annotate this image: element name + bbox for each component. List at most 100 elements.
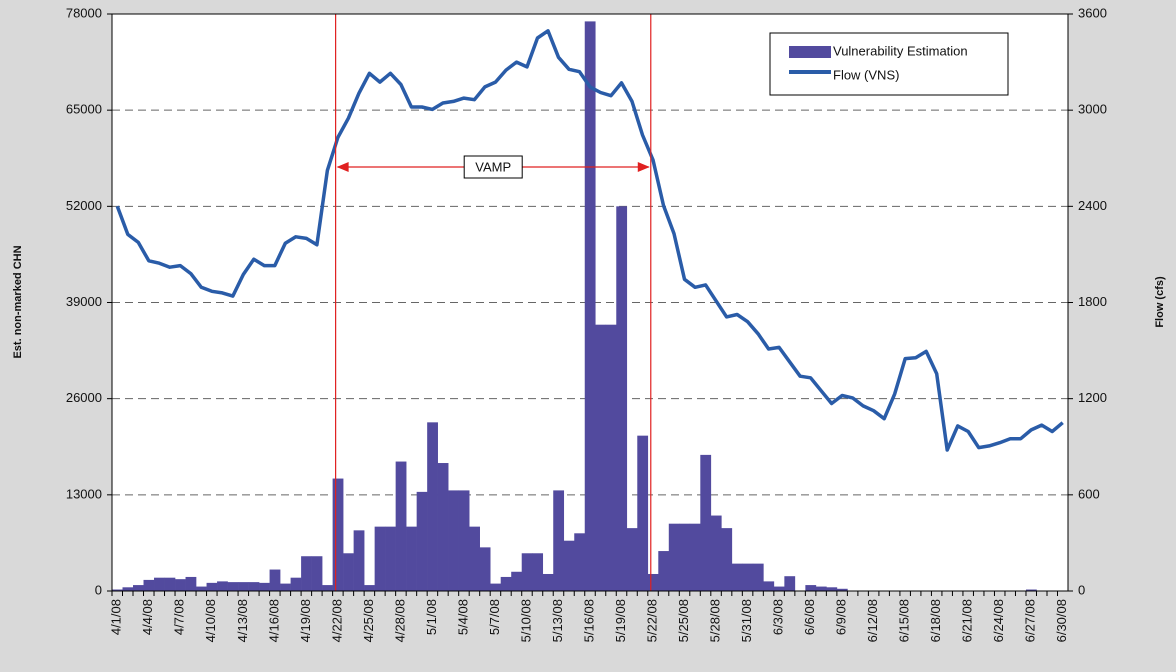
bar [1025,589,1037,591]
y2-tick-label: 600 [1078,486,1100,501]
y2-tick-label: 3000 [1078,102,1107,117]
bar [773,586,785,591]
bar [238,582,249,591]
x-tick-label: 5/22/08 [644,599,659,642]
x-tick-label: 6/21/08 [960,599,975,642]
legend-label: Vulnerability Estimation [833,43,968,58]
bar [742,563,754,591]
y-tick-label: 0 [95,582,102,597]
y-axis-label: Est. non-marked CHN [12,245,24,358]
bar [763,581,775,591]
x-tick-label: 5/4/08 [455,599,470,635]
y2-tick-label: 0 [1078,582,1085,597]
y2-tick-label: 3600 [1078,5,1107,20]
x-tick-label: 5/28/08 [708,599,723,642]
x-tick-label: 6/30/08 [1054,599,1069,642]
bar [826,587,838,591]
y-tick-label: 52000 [66,198,102,213]
bar [616,206,628,592]
bar [301,556,312,591]
flow-line [115,29,1064,452]
bar [448,490,459,591]
bar [343,553,354,591]
arrow-head [336,162,349,172]
bar [269,569,281,591]
bar [679,523,691,591]
bar [437,463,449,591]
x-tick-label: 6/15/08 [897,599,912,642]
bar [542,573,554,591]
bar [605,324,617,591]
bar [479,547,491,591]
bar [469,526,480,591]
x-tick-label: 6/18/08 [928,599,943,642]
y-tick-label: 13000 [66,486,102,501]
bar [626,528,638,591]
bar [175,579,186,591]
y2-tick-label: 1800 [1078,294,1107,309]
annotation-text: VAMP [475,159,511,174]
x-tick-label: 4/7/08 [172,599,187,635]
bar [553,490,565,591]
y-tick-label: 26000 [66,390,102,405]
bar [395,461,407,591]
bar [416,491,428,591]
bar [721,528,733,591]
x-tick-label: 5/19/08 [613,599,628,642]
y2-tick-label: 2400 [1078,198,1107,213]
bar [353,530,365,591]
legend [769,32,1009,96]
bar [311,556,323,591]
bar [133,585,144,591]
y2-tick-label: 1200 [1078,390,1107,405]
bar [584,21,596,591]
x-tick-label: 4/4/08 [140,599,155,635]
bar [154,577,165,591]
bar [164,577,176,591]
bar [332,478,344,591]
bar [322,585,333,591]
bar [710,515,722,591]
x-tick-label: 5/13/08 [550,599,565,642]
bar [248,582,260,591]
bar [217,581,228,591]
bar [521,553,533,591]
bar [458,490,470,591]
bar [185,576,197,591]
x-tick-label: 4/13/08 [235,599,250,642]
bar [500,576,512,591]
bar [122,587,134,591]
bar [689,523,701,591]
x-tick-label: 6/12/08 [865,599,880,642]
bar [143,579,155,591]
annotation-box [463,155,523,179]
bar [805,585,817,591]
x-tick-label: 4/22/08 [329,599,344,642]
bar [731,563,743,591]
bar [647,573,659,591]
legend-swatch [789,46,831,58]
bar [700,454,712,591]
bar [112,589,123,591]
bar [563,540,575,591]
bar [490,583,502,591]
y2-axis-label: Flow (cfs) [1154,276,1166,328]
x-tick-label: 6/27/08 [1023,599,1038,642]
bar [784,576,796,591]
y-tick-label: 65000 [66,102,102,117]
bar [637,435,649,591]
y-tick-label: 78000 [66,5,102,20]
x-tick-label: 5/16/08 [581,599,596,642]
bar [385,526,396,591]
bar [595,324,607,591]
plot-border [111,13,1069,592]
x-tick-label: 6/24/08 [991,599,1006,642]
bar [364,585,375,591]
bar [280,583,291,591]
x-tick-label: 6/9/08 [834,599,849,635]
x-tick-label: 6/3/08 [771,599,786,635]
x-tick-label: 5/1/08 [424,599,439,635]
bar [406,526,417,591]
x-tick-label: 4/1/08 [109,599,124,635]
bar [532,553,544,591]
